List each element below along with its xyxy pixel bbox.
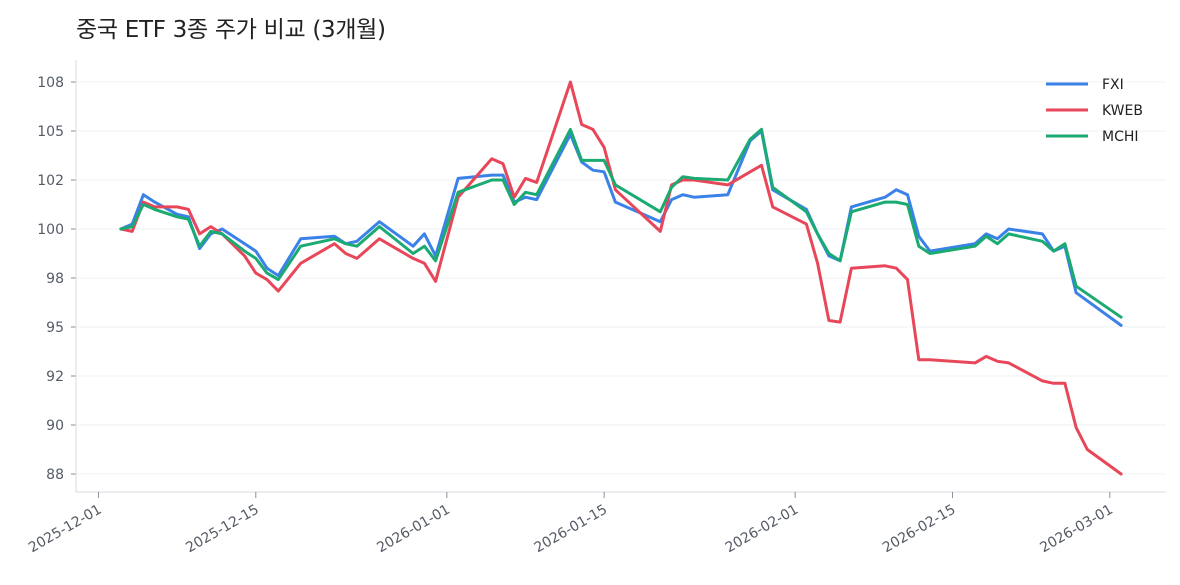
y-tick-label: 98	[46, 271, 64, 287]
x-tick-label: 2026-01-15	[532, 502, 610, 557]
x-tick-label: 2025-12-15	[183, 502, 261, 557]
y-tick-label: 88	[46, 467, 64, 483]
legend-label-kweb: KWEB	[1102, 103, 1143, 119]
series-line-kweb	[119, 80, 1123, 476]
series-line-fxi	[119, 129, 1123, 327]
x-tick-label: 2026-03-01	[1037, 502, 1115, 557]
legend-label-fxi: FXI	[1102, 77, 1124, 93]
grid-lines	[76, 81, 1166, 475]
y-tick-label: 105	[37, 124, 64, 140]
x-tick-label: 2026-02-15	[880, 502, 958, 557]
y-tick-label: 100	[37, 222, 64, 238]
y-tick-label: 90	[46, 418, 64, 434]
x-tick-label: 2026-01-01	[374, 502, 452, 557]
x-tick-label: 2026-02-01	[723, 502, 801, 557]
legend-label-mchi: MCHI	[1102, 129, 1139, 145]
series-lines	[119, 80, 1123, 476]
series-line-mchi	[119, 127, 1123, 319]
chart-title: 중국 ETF 3종 주가 비교 (3개월)	[76, 17, 386, 43]
y-tick-label: 95	[46, 320, 64, 336]
y-tick-label: 102	[37, 173, 64, 189]
y-tick-label: 92	[46, 369, 64, 385]
y-tick-label: 108	[37, 75, 64, 91]
legend: FXI KWEB MCHI	[1046, 77, 1143, 145]
x-tick-label: 2025-12-01	[26, 502, 104, 557]
